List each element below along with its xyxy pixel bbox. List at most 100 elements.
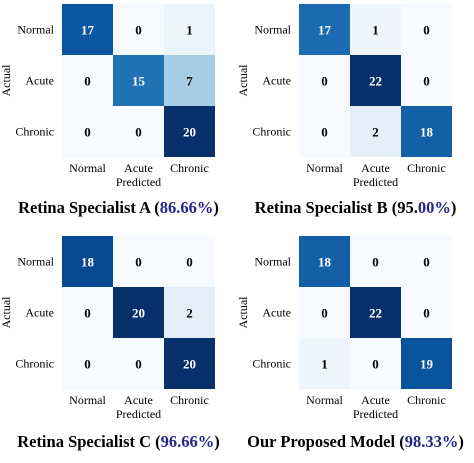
x-tick-label-b-0: Normal (306, 161, 343, 175)
cell-a-r1-c2 (164, 55, 215, 106)
x-axis-label-a: Predicted (116, 175, 161, 189)
panel-title-b: Retina Specialist B (95.00%) (237, 198, 474, 218)
cell-d-r2-c0 (299, 338, 350, 389)
cell-value-c-r1-c0: 0 (84, 306, 91, 321)
cell-value-a-r2-c0: 0 (84, 125, 91, 140)
cell-value-d-r1-c1: 22 (369, 306, 382, 321)
cell-b-r1-c0 (299, 55, 350, 106)
y-tick-label-b-2: Chronic (252, 125, 291, 139)
cell-b-r2-c2 (401, 106, 452, 157)
cell-value-c-r0-c1: 0 (135, 255, 142, 270)
cell-value-b-r2-c1: 2 (372, 125, 379, 140)
cell-d-r1-c1 (350, 287, 401, 338)
cell-b-r1-c1 (350, 55, 401, 106)
cell-c-r0-c1 (113, 236, 164, 287)
cell-value-a-r1-c0: 0 (84, 74, 91, 89)
cell-value-c-r2-c2: 20 (183, 357, 196, 372)
cell-a-r0-c2 (164, 4, 215, 55)
cell-d-r0-c0 (299, 236, 350, 287)
cell-value-c-r0-c2: 0 (186, 255, 193, 270)
cell-value-a-r1-c1: 15 (132, 74, 146, 89)
y-axis-label-a: Actual (0, 64, 13, 97)
cell-c-r1-c2 (164, 287, 215, 338)
cell-value-c-r2-c1: 0 (135, 357, 142, 372)
panel-title-a-prefix: Retina Specialist A ( (18, 198, 160, 217)
cell-value-c-r0-c0: 18 (81, 255, 95, 270)
cell-b-r0-c2 (401, 4, 452, 55)
confusion-matrix-d: 18 0 0 0 22 0 1 0 19 Normal Acute Chronic Normal Acut… (236, 236, 452, 421)
cell-c-r0-c0 (62, 236, 113, 287)
y-axis-label-d: Actual (236, 296, 250, 329)
cell-b-r2-c0 (299, 106, 350, 157)
x-tick-label-d-0: Normal (306, 393, 343, 407)
x-axis-label-c: Predicted (116, 407, 161, 421)
confusion-matrix-panel-b: 17 1 0 0 22 0 0 2 18 Normal Acute Chronic Normal Acut… (236, 0, 474, 231)
cell-c-r0-c2 (164, 236, 215, 287)
cell-c-r2-c1 (113, 338, 164, 389)
cell-value-c-r1-c1: 20 (132, 306, 145, 321)
x-tick-label-b-2: Chronic (407, 161, 446, 175)
cell-b-r1-c2 (401, 55, 452, 106)
panel-title-d-prefix: Our Proposed Model ( (247, 432, 405, 451)
cell-value-d-r0-c0: 18 (318, 255, 332, 270)
y-tick-label-d-0: Normal (254, 255, 291, 269)
cell-value-d-r2-c2: 19 (420, 357, 434, 372)
cell-value-b-r0-c0: 17 (318, 23, 332, 38)
panel-title-b-prefix: Retina Specialist B (95. (254, 198, 418, 217)
y-tick-label-c-0: Normal (17, 255, 54, 269)
cell-c-r1-c1 (113, 287, 164, 338)
cell-value-b-r0-c2: 0 (423, 23, 430, 38)
confusion-matrix-panel-a: 17 0 1 0 15 7 0 0 20 Normal Acute Chronic Normal Acut… (0, 0, 237, 231)
x-tick-label-d-1: Acute (361, 393, 390, 407)
y-tick-label-a-2: Chronic (15, 125, 54, 139)
cell-a-r1-c0 (62, 55, 113, 106)
cell-c-r2-c0 (62, 338, 113, 389)
cell-c-r1-c0 (62, 287, 113, 338)
panel-title-d: Our Proposed Model (98.33%) (237, 432, 474, 452)
cell-value-d-r2-c1: 0 (372, 357, 379, 372)
cell-value-b-r0-c1: 1 (372, 23, 379, 38)
cell-value-c-r2-c0: 0 (84, 357, 91, 372)
cell-value-d-r2-c0: 1 (321, 357, 328, 372)
cell-value-b-r2-c0: 0 (321, 125, 328, 140)
x-axis-label-d: Predicted (353, 407, 398, 421)
panel-title-b-suffix: ) (450, 198, 457, 217)
cell-value-b-r2-c2: 18 (420, 125, 434, 140)
x-tick-label-c-0: Normal (69, 393, 106, 407)
panel-title-c: Retina Specialist C (96.66%) (0, 432, 237, 452)
confusion-matrix-panel-c: 18 0 0 0 20 2 0 0 20 Normal Acute Chronic Normal Acut… (0, 232, 237, 463)
cell-b-r0-c0 (299, 4, 350, 55)
confusion-matrix-a: 17 0 1 0 15 7 0 0 20 Normal Acute Chronic Normal Acut… (0, 4, 215, 189)
cell-d-r0-c2 (401, 236, 452, 287)
y-axis-label-c: Actual (0, 296, 13, 329)
y-tick-label-c-1: Acute (25, 306, 54, 320)
x-tick-label-a-0: Normal (69, 161, 106, 175)
cell-d-r0-c1 (350, 236, 401, 287)
cell-d-r2-c1 (350, 338, 401, 389)
x-tick-label-b-1: Acute (361, 161, 390, 175)
cell-a-r1-c1 (113, 55, 164, 106)
cell-d-r1-c0 (299, 287, 350, 338)
cell-a-r2-c0 (62, 106, 113, 157)
y-tick-label-a-0: Normal (17, 23, 54, 37)
y-tick-label-a-1: Acute (25, 74, 54, 88)
cell-value-c-r1-c2: 2 (186, 306, 193, 321)
cell-value-d-r0-c1: 0 (372, 255, 379, 270)
cell-c-r2-c2 (164, 338, 215, 389)
cell-value-d-r1-c0: 0 (321, 306, 328, 321)
panel-title-c-accuracy: 96.66% (160, 432, 215, 451)
cell-a-r2-c2 (164, 106, 215, 157)
cell-value-a-r0-c1: 0 (135, 23, 142, 38)
confusion-matrix-panel-d: 18 0 0 0 22 0 1 0 19 Normal Acute Chronic Normal Acut… (236, 232, 474, 463)
panel-title-c-prefix: Retina Specialist C ( (17, 432, 161, 451)
cell-b-r0-c1 (350, 4, 401, 55)
y-axis-label-b: Actual (236, 64, 250, 97)
panel-title-d-suffix: ) (458, 432, 464, 451)
x-tick-label-a-1: Acute (124, 161, 153, 175)
cell-b-r2-c1 (350, 106, 401, 157)
cell-value-d-r0-c2: 0 (423, 255, 430, 270)
cell-a-r2-c1 (113, 106, 164, 157)
cell-value-a-r2-c1: 0 (135, 125, 142, 140)
panel-title-a: Retina Specialist A (86.66%) (0, 198, 237, 218)
